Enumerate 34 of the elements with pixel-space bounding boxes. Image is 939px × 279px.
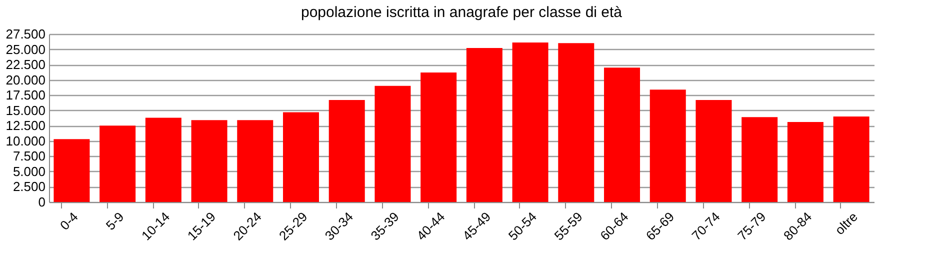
y-tick-label: 5.000 (12, 164, 46, 179)
bar (604, 68, 640, 202)
bar (328, 100, 365, 202)
bar (54, 139, 90, 202)
y-tick-label: 2.500 (12, 179, 46, 194)
bar (420, 72, 457, 202)
y-tick-label: 22.500 (6, 57, 46, 72)
bar (100, 126, 136, 202)
bar (650, 90, 686, 202)
bar (833, 116, 870, 202)
bar (374, 86, 411, 202)
bar (512, 42, 548, 202)
bar (282, 112, 319, 202)
y-tick-label: 0 (38, 194, 46, 210)
bar (696, 100, 732, 202)
y-tick-label: 27.500 (6, 26, 46, 42)
bar (145, 118, 182, 202)
chart-title: popolazione iscritta in anagrafe per classe di età (300, 4, 623, 21)
bar (787, 122, 824, 202)
y-tick-label: 7.500 (12, 148, 46, 164)
x-tick-label: 0-4 (56, 209, 81, 233)
y-tick-label: 20.000 (6, 72, 46, 88)
bar (742, 117, 778, 202)
bar (558, 43, 594, 202)
y-tick-label: 25.000 (6, 42, 46, 57)
x-tick-label: oltre (832, 209, 860, 238)
x-tick-label: 5-9 (102, 209, 127, 233)
bar (466, 48, 502, 202)
y-tick-label: 17.500 (6, 88, 46, 103)
y-tick-label: 12.500 (6, 118, 46, 134)
bar (237, 120, 274, 202)
y-tick-label: 10.000 (6, 133, 46, 148)
y-tick-label: 15.000 (6, 102, 46, 118)
bar (191, 120, 228, 202)
